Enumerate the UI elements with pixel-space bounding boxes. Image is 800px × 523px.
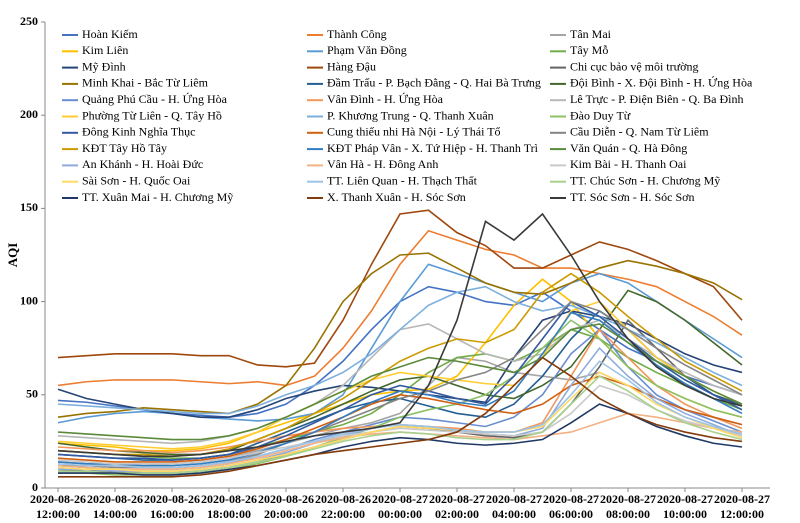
y-tick-label: 100	[20, 293, 38, 307]
y-tick-label: 150	[20, 200, 38, 214]
legend-label: Lê Trực - P. Điện Biên - Q. Ba Đình	[570, 92, 744, 106]
legend-label: Vân Hà - H. Đông Anh	[327, 157, 438, 171]
legend-label: KĐT Tây Hồ Tây	[82, 141, 167, 155]
series-line	[57, 289, 743, 456]
y-axis-label: AQI	[5, 243, 20, 268]
legend-label: Kim Liên	[82, 43, 128, 57]
legend-label: Đầm Trấu - P. Bạch Đằng - Q. Hai Bà Trưn…	[327, 76, 541, 90]
y-tick-label: 200	[20, 107, 38, 121]
series-line	[57, 209, 743, 368]
x-tick-label: 2020-08-26 22:00:00	[315, 492, 371, 521]
legend-label: Minh Khai - Bắc Từ Liêm	[82, 76, 209, 90]
legend-label: TT. Chúc Sơn - H. Chương Mỹ	[570, 173, 720, 187]
legend-label: Đội Bình - X. Đội Bình - H. Ứng Hòa	[570, 76, 753, 90]
legend-label: TT. Sóc Sơn - H. Sóc Sơn	[570, 190, 694, 204]
legend-label: Tân Mai	[570, 27, 612, 41]
x-tick-label: 2020-08-26 20:00:00	[258, 492, 314, 521]
legend-label: Mỹ Đình	[82, 59, 126, 73]
y-tick-label: 0	[32, 480, 38, 494]
legend-label: Tây Mỗ	[570, 43, 608, 57]
x-tick-label: 2020-08-27 08:00:00	[600, 492, 656, 521]
x-tick-label: 2020-08-27 06:00:00	[543, 492, 599, 521]
legend-label: TT. Liên Quan - H. Thạch Thất	[327, 173, 478, 187]
x-tick-label: 2020-08-27 00:00:00	[372, 492, 428, 521]
series-line	[57, 212, 743, 458]
legend-label: Đào Duy Từ	[570, 108, 631, 122]
legend-label: Phường Từ Liên - Q. Tây Hồ	[82, 108, 222, 122]
x-tick-label: 2020-08-26 12:00:00	[30, 492, 86, 521]
series-line	[58, 375, 743, 474]
x-tick-label: 2020-08-27 12:00:00	[714, 492, 770, 521]
y-tick-label: 50	[26, 387, 38, 401]
series-line	[58, 356, 743, 478]
legend-label: Sài Sơn - H. Quốc Oai	[82, 173, 191, 187]
legend-label: TT. Xuân Mai - H. Chương Mỹ	[82, 190, 233, 204]
x-tick-label: 2020-08-27 02:00:00	[429, 492, 485, 521]
x-tick-label: 2020-08-26 18:00:00	[201, 492, 257, 521]
series-line	[57, 323, 743, 441]
legend-label: Vân Đình - H. Ứng Hòa	[327, 92, 444, 106]
y-tick-label: 250	[20, 14, 38, 28]
x-tick-label: 2020-08-27 10:00:00	[657, 492, 713, 521]
legend-label: Văn Quán - Q. Hà Đông	[570, 141, 687, 155]
legend-label: Phạm Văn Đồng	[327, 43, 407, 57]
series-line	[57, 384, 743, 465]
legend-label: KĐT Pháp Vân - X. Tứ Hiệp - H. Thanh Trì	[327, 141, 539, 155]
x-tick-label: 2020-08-27 04:00:00	[486, 492, 542, 521]
legend-label: Thành Công	[327, 27, 387, 41]
legend-label: Quảng Phú Cầu - H. Ứng Hòa	[82, 92, 228, 106]
series-line	[57, 371, 743, 473]
series-line	[57, 229, 743, 387]
legend-label: Chi cục bảo vệ môi trường	[570, 59, 699, 73]
legend-label: Kim Bài - H. Thanh Oai	[570, 157, 687, 171]
legend-label: Đông Kinh Nghĩa Thục	[82, 125, 195, 139]
series-line	[57, 252, 743, 418]
legend-label: An Khánh - H. Hoài Đức	[82, 157, 203, 171]
legend-label: Hàng Đậu	[327, 59, 376, 73]
legend-label: Cung thiếu nhi Hà Nội - Lý Thái Tổ	[327, 125, 501, 139]
legend-label: P. Khương Trung - Q. Thanh Xuân	[327, 108, 494, 122]
legend-label: X. Thanh Xuân - H. Sóc Sơn	[327, 190, 466, 204]
series-line	[57, 360, 743, 469]
legend-label: Cầu Diễn - Q. Nam Từ Liêm	[570, 125, 709, 139]
x-tick-label: 2020-08-26 16:00:00	[144, 492, 200, 521]
legend-label: Hoàn Kiếm	[82, 27, 138, 41]
x-tick-label: 2020-08-26 14:00:00	[87, 492, 143, 521]
